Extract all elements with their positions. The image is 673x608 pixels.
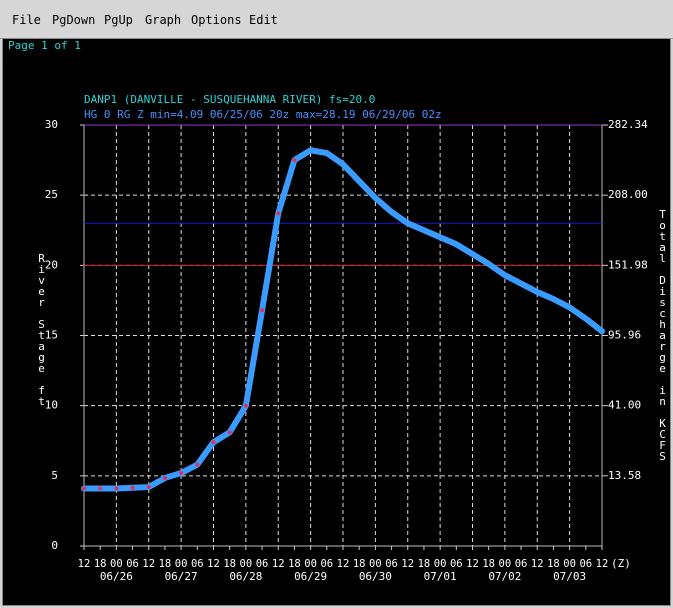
y2-tick-label: 208.00 (608, 188, 648, 201)
x-tick-label: 12 (401, 558, 414, 570)
observed-point (195, 462, 200, 467)
x-tick-label: 18 (353, 558, 366, 570)
y-tick-label: 10 (45, 399, 58, 412)
y-tick-label: 0 (51, 539, 58, 552)
x-tick-label: 18 (418, 558, 431, 570)
date-label: 06/28 (229, 570, 262, 583)
date-label: 06/26 (100, 570, 133, 583)
x-tick-label: 00 (499, 558, 512, 570)
forecast-line (81, 147, 605, 492)
observed-point (179, 471, 184, 476)
observed-point (146, 485, 151, 490)
x-tick-label: 18 (482, 558, 495, 570)
x-tick-label: 12 (142, 558, 155, 570)
chart-title: DANP1 (DANVILLE - SUSQUEHANNA RIVER) fs=… (84, 93, 375, 106)
menu-item[interactable]: PgDown (52, 13, 96, 27)
observed-point (243, 403, 248, 408)
x-tick-label: 06 (515, 558, 528, 570)
observed-point (162, 475, 167, 480)
x-tick-label: 00 (110, 558, 123, 570)
y2-tick-label: 41.00 (608, 399, 641, 412)
y2-tick-label: 13.58 (608, 469, 641, 482)
x-tick-label: 00 (304, 558, 317, 570)
x-tick-label: 06 (126, 558, 139, 570)
x-tick-label: 06 (191, 558, 204, 570)
y2-tick-label: 95.96 (608, 329, 641, 342)
x-tick-label: 12 (207, 558, 220, 570)
observed-point (260, 308, 265, 313)
chart-subtitle: HG 0 RG Z min=4.09 06/25/06 20z max=28.1… (84, 108, 442, 121)
date-label: 07/01 (424, 570, 457, 583)
observed-point (114, 486, 119, 491)
observed-point (292, 158, 297, 163)
page-label: Page 1 of 1 (8, 39, 81, 52)
menu-bar: File PgDown PgUp Graph Options Edit (0, 0, 673, 39)
date-label: 06/27 (165, 570, 198, 583)
menu-item[interactable]: PgUp (104, 13, 133, 27)
date-label: 06/30 (359, 570, 392, 583)
y-tick-label: 15 (45, 329, 58, 342)
x-tick-label: 00 (563, 558, 576, 570)
x-tick-label: 06 (579, 558, 592, 570)
x-tick-label: 18 (159, 558, 172, 570)
x-tick-label: 12 (596, 558, 609, 570)
y2-axis-label: Total Discharge in KCFS (656, 208, 669, 461)
date-label: 07/02 (488, 570, 521, 583)
menu-item[interactable]: Options (191, 13, 242, 27)
y-axis-label: River Stage ft (35, 252, 48, 406)
x-tick-label: 18 (547, 558, 560, 570)
x-tick-label: 06 (450, 558, 463, 570)
x-tick-label: 12 (272, 558, 285, 570)
x-tick-label: 12 (466, 558, 479, 570)
x-tick-label: 00 (175, 558, 188, 570)
observed-point (130, 485, 135, 490)
x-tick-label: 12 (78, 558, 91, 570)
x-tick-label: 12 (531, 558, 544, 570)
x-tick-label: 18 (94, 558, 107, 570)
x-tick-label: 06 (385, 558, 398, 570)
x-tick-label: 06 (256, 558, 269, 570)
y-tick-label: 5 (51, 469, 58, 482)
observed-point (211, 440, 216, 445)
graph-panel (2, 38, 671, 606)
x-tick-label: 18 (288, 558, 301, 570)
x-tick-label: 00 (434, 558, 447, 570)
x-axis-label: (Z) (611, 557, 631, 570)
y-tick-label: 25 (45, 188, 58, 201)
menu-item[interactable]: Edit (249, 13, 278, 27)
date-label: 07/03 (553, 570, 586, 583)
observed-point (227, 430, 232, 435)
date-label: 06/29 (294, 570, 327, 583)
observed-point (98, 486, 103, 491)
observed-point (82, 486, 86, 491)
y-tick-label: 30 (45, 118, 58, 131)
observed-point (276, 211, 281, 216)
x-tick-label: 18 (223, 558, 236, 570)
menu-item[interactable]: Graph (145, 13, 182, 27)
y2-tick-label: 151.98 (608, 258, 648, 271)
y-tick-label: 20 (45, 258, 58, 271)
x-tick-label: 12 (337, 558, 350, 570)
menu-item[interactable]: File (12, 13, 41, 27)
y2-tick-label: 282.34 (608, 118, 648, 131)
x-tick-label: 06 (320, 558, 333, 570)
x-tick-label: 00 (369, 558, 382, 570)
x-tick-label: 00 (240, 558, 253, 570)
